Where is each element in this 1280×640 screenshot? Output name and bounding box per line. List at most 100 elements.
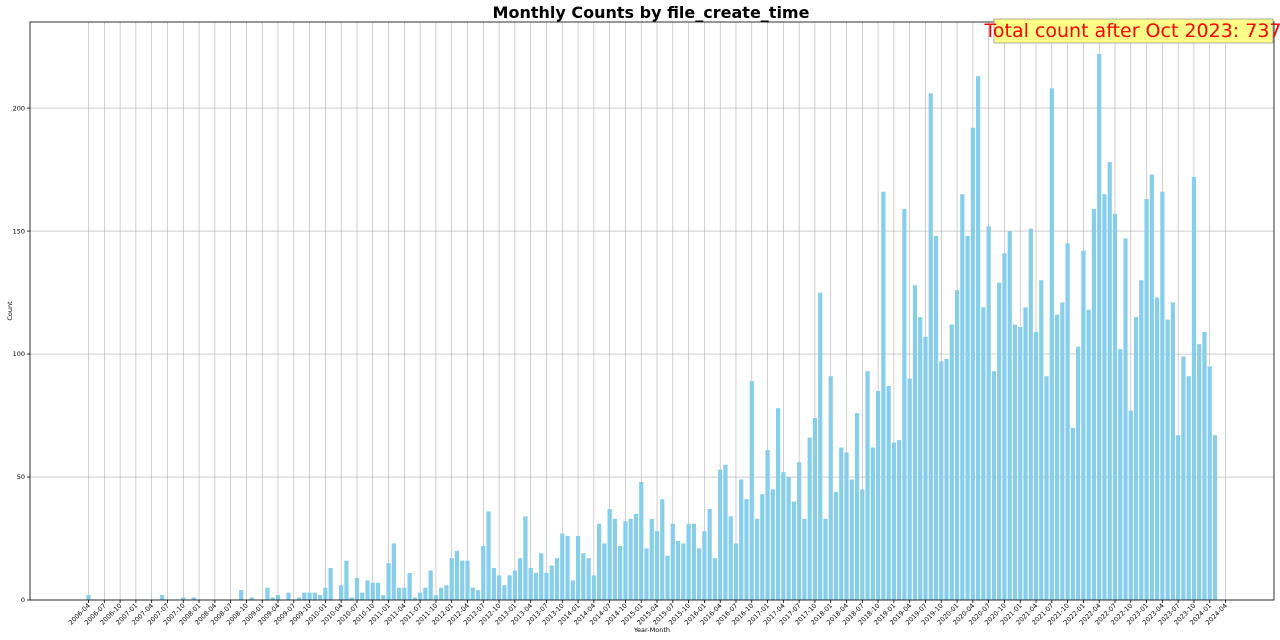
bar [749,381,754,600]
bar [423,587,428,600]
bar [760,494,765,600]
bar [612,518,618,600]
bar [928,93,933,600]
grid-lines [30,22,1274,601]
bar [697,548,702,600]
bar [765,449,770,600]
chart-title: Monthly Counts by file_create_time [493,3,810,22]
bar [639,481,644,600]
bar [770,489,775,600]
bar [828,376,833,600]
bar [1023,307,1028,600]
bar [681,543,686,600]
bar [496,575,502,600]
bar [965,235,970,600]
bar [1128,410,1133,600]
bar [454,550,460,600]
y-tick-label: 150 [13,227,25,235]
bar [607,508,612,600]
bar [733,543,739,600]
bar [307,592,312,600]
bar [528,568,533,600]
bar [565,536,570,600]
bar [902,208,907,600]
bar [1033,331,1039,600]
bar [1176,435,1181,600]
bar [754,518,760,600]
bar [686,523,691,600]
bar [860,489,865,600]
bar [533,572,539,600]
bar [1139,280,1144,600]
bar [181,597,186,600]
bar [518,558,523,600]
y-tick-label: 0 [21,596,25,604]
bar [275,595,281,600]
bar [1081,250,1086,601]
bar [560,533,565,600]
bar [939,361,944,600]
y-tick-label: 50 [17,473,25,481]
bar [728,516,733,600]
bar [1065,243,1070,601]
bar [360,592,365,600]
bar [586,558,591,600]
bar [844,452,849,600]
bar-series [86,53,1218,601]
bar [539,553,544,600]
bar [1112,213,1118,600]
bar [991,371,997,600]
bar [633,513,639,600]
bar [833,491,839,600]
annotation-text: Total count after Oct 2023: 737 [984,20,1280,42]
bar [712,558,718,600]
bar [739,479,744,600]
plot-frame [29,21,1275,601]
bar [328,568,333,600]
bar [523,516,528,600]
bar [881,191,886,600]
bar [1207,366,1212,600]
bar [675,540,681,600]
bar [1028,228,1033,600]
bar [912,285,918,600]
bar [1018,326,1023,600]
bar [1202,331,1207,600]
bar [265,587,270,600]
bar [1123,238,1128,600]
bar [654,531,660,600]
bar [718,469,723,600]
bar [1102,194,1107,600]
bar [891,442,897,600]
bar [1197,344,1202,600]
bar [323,587,328,600]
bar [802,518,807,600]
bar [886,386,891,600]
bar [512,570,517,600]
bar [775,408,781,600]
bar [723,464,728,600]
bar [786,477,791,600]
y-axis: 0 50 100 150 200 [13,104,30,604]
bar [791,501,796,600]
bar [191,597,196,600]
bar [475,590,481,600]
bar [1144,199,1149,600]
bar [486,511,491,600]
y-tick-label: 100 [13,350,25,358]
bar [1076,346,1081,600]
bar [707,508,712,600]
bar [602,543,607,600]
bar [897,440,902,600]
bar [970,127,975,600]
bar [1170,302,1175,600]
bar [1133,317,1139,600]
bar [460,560,465,600]
bar [1154,297,1160,600]
bar [239,590,244,600]
bar [470,587,475,600]
bar [386,563,391,600]
bar [544,572,549,600]
bar [1191,176,1197,600]
